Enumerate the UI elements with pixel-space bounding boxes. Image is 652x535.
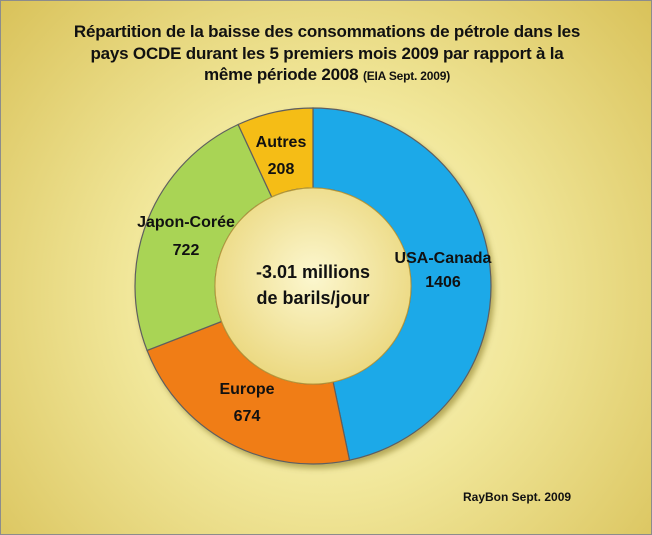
slice-value-label-autres: 208	[268, 161, 295, 178]
slice-name-label-japon-coree: Japon-Corée	[137, 214, 235, 231]
center-label-line-2: de barils/jour	[256, 288, 369, 308]
chart-title-source: (EIA Sept. 2009)	[362, 69, 450, 83]
chart-title-line-3-text: même période 2008	[204, 65, 359, 84]
slice-value-label-japon-coree: 722	[173, 242, 200, 259]
center-label-line-1: -3.01 millions	[256, 262, 370, 282]
slice-name-label-autres: Autres	[256, 134, 307, 151]
slice-name-label-europe: Europe	[219, 381, 274, 398]
chart-title-line-2: pays OCDE durant les 5 premiers mois 200…	[90, 44, 564, 63]
chart-credit: RayBon Sept. 2009	[463, 490, 572, 504]
donut-hole	[214, 187, 412, 385]
slice-value-label-europe: 674	[234, 408, 261, 425]
slice-name-label-usa-canada: USA-Canada	[395, 250, 492, 267]
slice-value-label-usa-canada: 1406	[425, 274, 461, 291]
slice-labels: USA-Canada 1406 Europe 674 Japon-Corée 722 Aut…	[137, 134, 491, 425]
chart-title-line-1: Répartition de la baisse des consommatio…	[73, 22, 581, 41]
chart-title-line-3: même période 2008 (EIA Sept. 2009)	[21, 64, 633, 87]
